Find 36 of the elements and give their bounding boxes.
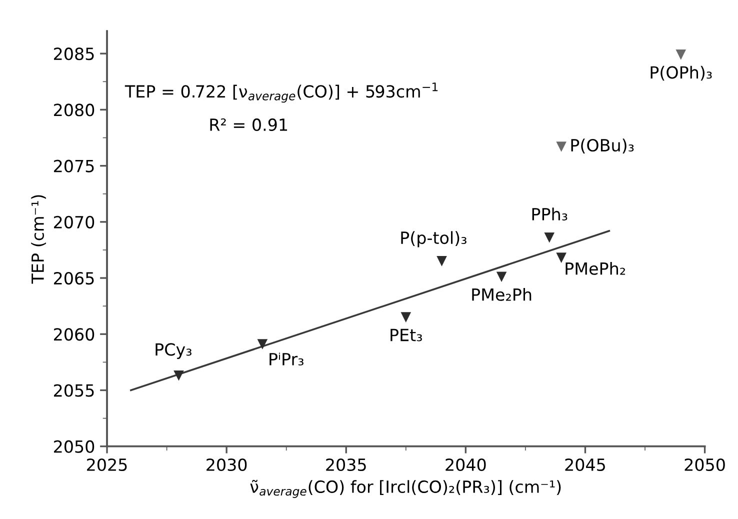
x-tick-label: 2030 <box>206 458 247 472</box>
x-tick-label: 2050 <box>684 458 725 472</box>
y-tick-label: 2060 <box>54 328 94 341</box>
y-tick-label: 2075 <box>54 160 94 172</box>
x-tick-label: 2040 <box>446 458 486 472</box>
point <box>257 339 268 350</box>
y-tick-label: 2080 <box>54 104 94 116</box>
y-tick-label: 2055 <box>54 384 94 397</box>
annotation: PPh₃ <box>532 208 568 220</box>
point <box>556 142 566 152</box>
point <box>436 256 447 266</box>
x-tick-label: 2035 <box>326 458 366 472</box>
annotation: PMe₂Ph <box>472 288 532 301</box>
annotation: P(OBu)₃ <box>571 138 634 154</box>
y-tick-label: 2085 <box>54 48 94 60</box>
annotation: P(p-tol)₃ <box>401 231 466 248</box>
x-tick-label: 2025 <box>87 458 127 472</box>
y-tick-label: 2070 <box>54 216 94 228</box>
point <box>400 312 412 322</box>
annotation: PEt₃ <box>390 328 422 342</box>
x-tick-label: 2045 <box>565 458 605 472</box>
point <box>496 272 507 282</box>
y-axis-title: TEP (cm⁻¹) <box>31 195 46 284</box>
annotation: PMePh₂ <box>566 262 626 275</box>
point <box>544 232 555 243</box>
x-axis-title: ν̃$_{average}$(CO) for [Ircl(CO)₂(PR₃)] (cm⁻¹) <box>250 480 561 498</box>
annotation: P(OPh)₃ <box>650 66 712 81</box>
y-tick-label: 2065 <box>54 272 94 285</box>
point <box>556 252 566 263</box>
point <box>676 50 686 60</box>
annotation: PⁱPr₃ <box>270 352 304 366</box>
annotation: PCy₃ <box>156 343 192 359</box>
annotation: TEP = 0.722 [ν$_{average}$(CO)] + 593cm$^{−1}$ <box>124 82 438 103</box>
annotation: R² = 0.91 <box>210 118 288 132</box>
y-tick-label: 2050 <box>54 440 94 453</box>
point <box>174 370 184 381</box>
